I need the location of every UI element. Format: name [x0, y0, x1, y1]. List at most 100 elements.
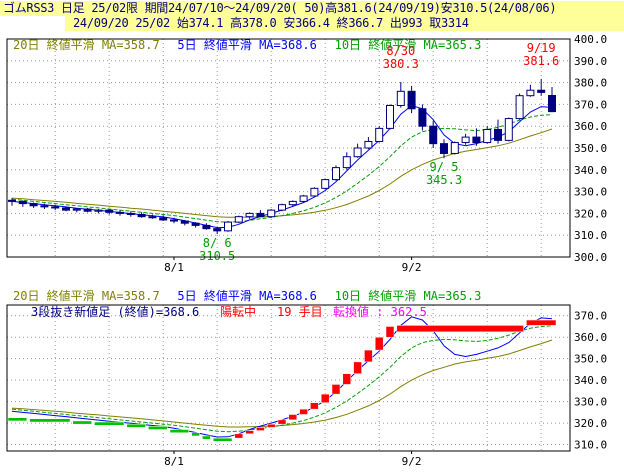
bottom-x-axis: 8/1 9/2 — [164, 451, 422, 468]
break-block — [202, 435, 211, 440]
annotation-date: 9/19 — [527, 41, 556, 55]
legend-entry: 10日 終値平滑 MA=365.3 — [335, 37, 482, 52]
header-ohlc-line: 24/09/20 25/02 始374.1 高378.0 安366.4 終366… — [65, 16, 624, 31]
candle-body — [364, 140, 373, 149]
legend-entry: 5日 終値平滑 MA=368.6 — [177, 37, 316, 52]
x-tick-label: 9/2 — [402, 455, 422, 468]
candle-body — [234, 216, 243, 223]
header-summary-line: ゴムRSS3 日足 25/02限 期間24/07/10～24/09/20( 50… — [0, 1, 624, 16]
y-tick-label: 330.0 — [574, 186, 607, 199]
y-tick-label: 400.0 — [574, 33, 607, 46]
y-tick-label: 320.0 — [574, 207, 607, 220]
y-tick-label: 330.0 — [574, 396, 607, 409]
y-tick-label: 320.0 — [574, 417, 607, 430]
annotation-date: 9/ 5 — [430, 160, 459, 174]
y-tick-label: 390.0 — [574, 55, 607, 68]
legend-entry: 10日 終値平滑 MA=365.3 — [335, 288, 482, 303]
break-block — [212, 437, 233, 442]
break-block — [310, 402, 319, 410]
candle-body — [299, 195, 308, 202]
candle-body — [332, 167, 340, 181]
y-tick-label: 370.0 — [574, 98, 607, 111]
candle-body — [83, 208, 92, 212]
break-method-label: 3段抜き新値足 (終値)=368.6 — [31, 304, 199, 319]
y-tick-label: 370.0 — [574, 310, 607, 323]
break-block — [29, 418, 71, 423]
y-tick-label: 360.0 — [574, 120, 607, 133]
y-tick-label: 340.0 — [574, 374, 607, 387]
annotation-value: 381.6 — [523, 54, 559, 68]
candle-body — [321, 179, 330, 189]
y-tick-label: 310.0 — [574, 439, 607, 452]
candle-body — [472, 136, 481, 144]
break-block — [385, 326, 395, 338]
x-tick-label: 8/1 — [164, 455, 184, 468]
move-count-label: 19 手目 — [277, 305, 323, 319]
break-block — [126, 423, 146, 428]
break-block — [94, 421, 125, 426]
ma5-line — [11, 316, 553, 438]
break-block — [526, 319, 557, 326]
annotation-value: 310.5 — [199, 249, 235, 263]
candle-body — [288, 200, 297, 206]
break-block — [191, 432, 200, 437]
candle-body — [407, 90, 416, 110]
annotation-date: 8/ 6 — [203, 236, 232, 250]
break-block — [342, 373, 352, 385]
candle-body — [396, 90, 405, 106]
candle-body — [375, 127, 384, 142]
candle-body — [148, 216, 157, 219]
annotation-value: 345.3 — [426, 173, 462, 187]
candles — [8, 79, 556, 235]
candle-body — [429, 125, 438, 145]
candle-body — [159, 217, 168, 221]
candle-body — [202, 224, 211, 230]
tenkan-value-label: 転換値 : 362.5 — [333, 304, 427, 319]
candle-body — [72, 208, 81, 211]
break-block — [331, 384, 341, 395]
candle-body — [526, 89, 535, 97]
legend-entry: 20日 終値平滑 MA=358.7 — [13, 37, 160, 52]
break-block — [245, 430, 254, 435]
candle-body — [245, 212, 254, 218]
break-block — [234, 433, 244, 439]
candle-body — [29, 203, 38, 207]
break-block — [299, 408, 308, 415]
legend-entry: 5日 終値平滑 MA=368.6 — [177, 288, 316, 303]
candle-body — [440, 143, 448, 154]
candle-body — [137, 213, 146, 218]
y-tick-label: 300.0 — [574, 251, 607, 264]
candle-body — [213, 228, 222, 232]
break-block — [266, 423, 276, 428]
candle-body — [537, 89, 546, 93]
candle-body — [94, 209, 103, 212]
break-blocks — [7, 319, 557, 442]
candle-body — [548, 94, 556, 113]
candle-body — [126, 212, 135, 215]
break-block — [277, 419, 287, 425]
candle-body — [18, 200, 27, 205]
candle-body — [51, 206, 60, 209]
bottom-moving-averages — [11, 316, 553, 438]
break-block — [169, 429, 190, 434]
top-y-axis: 300.0 310.0 320.0 330.0 340.0 350.0 360.0 370.0… — [574, 33, 607, 264]
candle-body — [224, 221, 232, 232]
candle-body — [353, 147, 362, 158]
candle-body — [461, 136, 470, 144]
candle-body — [62, 207, 70, 211]
candle-body — [8, 199, 16, 202]
y-tick-label: 350.0 — [574, 353, 607, 366]
annotation-value: 380.3 — [383, 57, 419, 71]
candle-body — [278, 204, 286, 211]
x-tick-label: 8/1 — [164, 261, 184, 274]
candle-body — [40, 205, 49, 208]
top-legend: 20日 終値平滑 MA=358.7 5日 終値平滑 MA=368.6 10日 終値平… — [13, 37, 481, 52]
candle-body — [191, 222, 200, 226]
candle-body — [504, 118, 513, 141]
x-tick-label: 9/2 — [402, 261, 422, 274]
candle-body — [515, 95, 524, 120]
break-block — [374, 336, 384, 351]
candle-body — [267, 209, 276, 218]
